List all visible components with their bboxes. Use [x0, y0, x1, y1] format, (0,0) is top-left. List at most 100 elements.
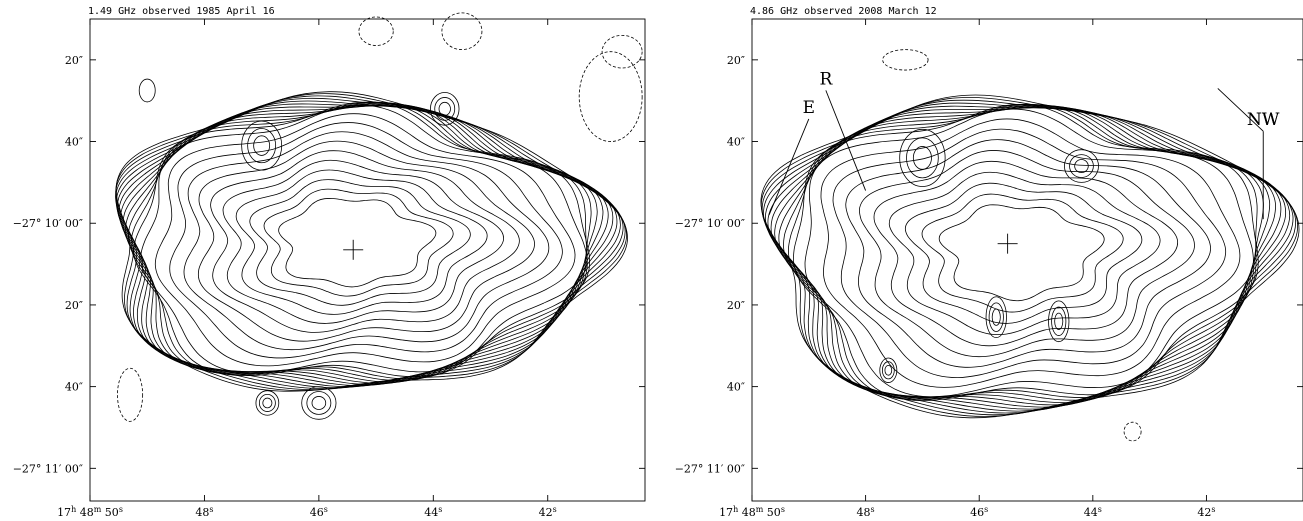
panel-1-49ghz: 1.49 GHz observed 1985 April 16 20″ 40″ −27…: [13, 6, 646, 520]
panel-title: 1.49 GHz observed 1985 April 16: [88, 6, 275, 17]
x-tick-unit: s: [1098, 505, 1102, 514]
contour-level: [115, 100, 621, 389]
x-tick-value: 46: [310, 506, 324, 519]
contour-level: [793, 103, 1259, 402]
x-tick-label: 48s: [857, 505, 875, 520]
plot-frame: [751, 18, 1303, 502]
emission-knot-contour: [879, 357, 898, 383]
x-tick-value: 46: [970, 506, 984, 519]
x-tick-value: 48: [195, 506, 209, 519]
emission-knot-contour: [1051, 306, 1067, 336]
y-tick-label: 40″: [65, 381, 83, 394]
y-tick-label: −27° 11′ 00″: [13, 462, 83, 475]
contour-level: [873, 160, 1179, 347]
y-tick-label: −27° 10′ 00″: [675, 217, 745, 230]
emission-knot-contour: [991, 308, 1001, 326]
emission-knot-contour: [1048, 300, 1070, 343]
x-tick-value: 50: [101, 506, 119, 519]
x-tick-value: 17: [719, 506, 733, 519]
x-tick-value: 42: [1197, 506, 1211, 519]
emission-knot-contour: [1069, 154, 1094, 178]
x-tick-unit: s: [984, 505, 988, 514]
negative-contour: [441, 12, 483, 51]
y-tick-label: 20″: [65, 299, 83, 312]
x-tick-value: 48: [76, 506, 94, 519]
contour-level: [904, 182, 1143, 324]
x-tick-value: 48: [738, 506, 756, 519]
x-tick-unit: s: [1211, 505, 1215, 514]
contour-level: [774, 105, 1276, 406]
contour-level: [116, 103, 618, 388]
contour-level: [235, 169, 488, 315]
y-tick-label: 40″: [65, 136, 83, 149]
contour-level: [787, 103, 1258, 401]
x-tick-unit: s: [119, 505, 123, 514]
x-tick-label: 42s: [539, 505, 557, 520]
emission-knot-contour: [881, 361, 895, 380]
x-tick-label: 17h 48m 50s: [57, 505, 123, 520]
x-tick-value: 17: [57, 506, 71, 519]
contour-level: [118, 105, 614, 386]
negative-contour: [358, 16, 394, 46]
negative-contour: [601, 34, 643, 69]
emission-knot-contour: [262, 397, 273, 409]
emission-knot-contour: [301, 386, 337, 420]
contour-level: [197, 140, 535, 342]
emission-knot-contour: [241, 120, 283, 171]
contour-level: [183, 131, 550, 351]
emission-knot-contour: [985, 296, 1007, 339]
emission-knot-contour: [255, 390, 280, 416]
emission-knot-contour: [258, 393, 276, 412]
contour-level: [845, 139, 1211, 368]
x-tick-unit: m: [94, 505, 102, 514]
emission-knot-contour: [1064, 149, 1099, 183]
contour-level: [222, 159, 504, 324]
contour-level: [938, 204, 1105, 302]
x-tick-unit: s: [781, 505, 785, 514]
contour-level: [133, 101, 591, 378]
y-tick-label: −27° 10′ 00″: [13, 217, 83, 230]
contour-level: [804, 108, 1254, 398]
feature-leader-line: [768, 118, 810, 216]
x-tick-unit: s: [871, 505, 875, 514]
x-tick-value: 50: [763, 506, 781, 519]
contour-level: [832, 128, 1227, 379]
x-tick-value: 48: [857, 506, 871, 519]
y-tick-label: −27° 11′ 00″: [675, 462, 745, 475]
x-tick-value: 42: [539, 506, 553, 519]
contour-level: [125, 102, 598, 383]
contour-level: [888, 171, 1161, 336]
contour-level: [761, 99, 1297, 416]
emission-knot-contour: [899, 128, 946, 187]
x-tick-unit: m: [756, 505, 764, 514]
x-tick-label: 46s: [970, 505, 988, 520]
contour-level: [169, 122, 563, 359]
y-tick-label: 40″: [727, 136, 745, 149]
x-tick-label: 44s: [1084, 505, 1102, 520]
x-tick-label: 48s: [195, 505, 213, 520]
x-tick-unit: s: [324, 505, 328, 514]
emission-knot-contour: [430, 92, 460, 126]
contour-level: [820, 118, 1241, 388]
emission-knot-contour: [434, 97, 456, 121]
panel-4-86ghz: 4.86 GHz observed 2008 March 12 20″ 40″ −27…: [675, 6, 1303, 519]
x-tick-unit: s: [553, 505, 557, 514]
emission-knot-contour: [906, 137, 939, 179]
contour-level: [783, 104, 1264, 401]
contour-level: [859, 150, 1195, 358]
contour-level: [154, 113, 576, 367]
y-tick-label: 20″: [727, 54, 745, 67]
emission-knot-contour: [1054, 312, 1064, 330]
emission-knot-contour: [912, 146, 932, 170]
x-tick-unit: s: [438, 505, 442, 514]
contour-level: [115, 97, 624, 390]
contour-level: [263, 188, 454, 297]
emission-knot-contour: [988, 302, 1004, 332]
contour-level: [127, 102, 592, 382]
negative-contour: [117, 367, 144, 422]
y-tick-label: 40″: [727, 381, 745, 394]
emission-knot-contour: [1074, 159, 1089, 173]
feature-label-nw: NW: [1247, 110, 1280, 130]
negative-contour: [1123, 421, 1142, 442]
